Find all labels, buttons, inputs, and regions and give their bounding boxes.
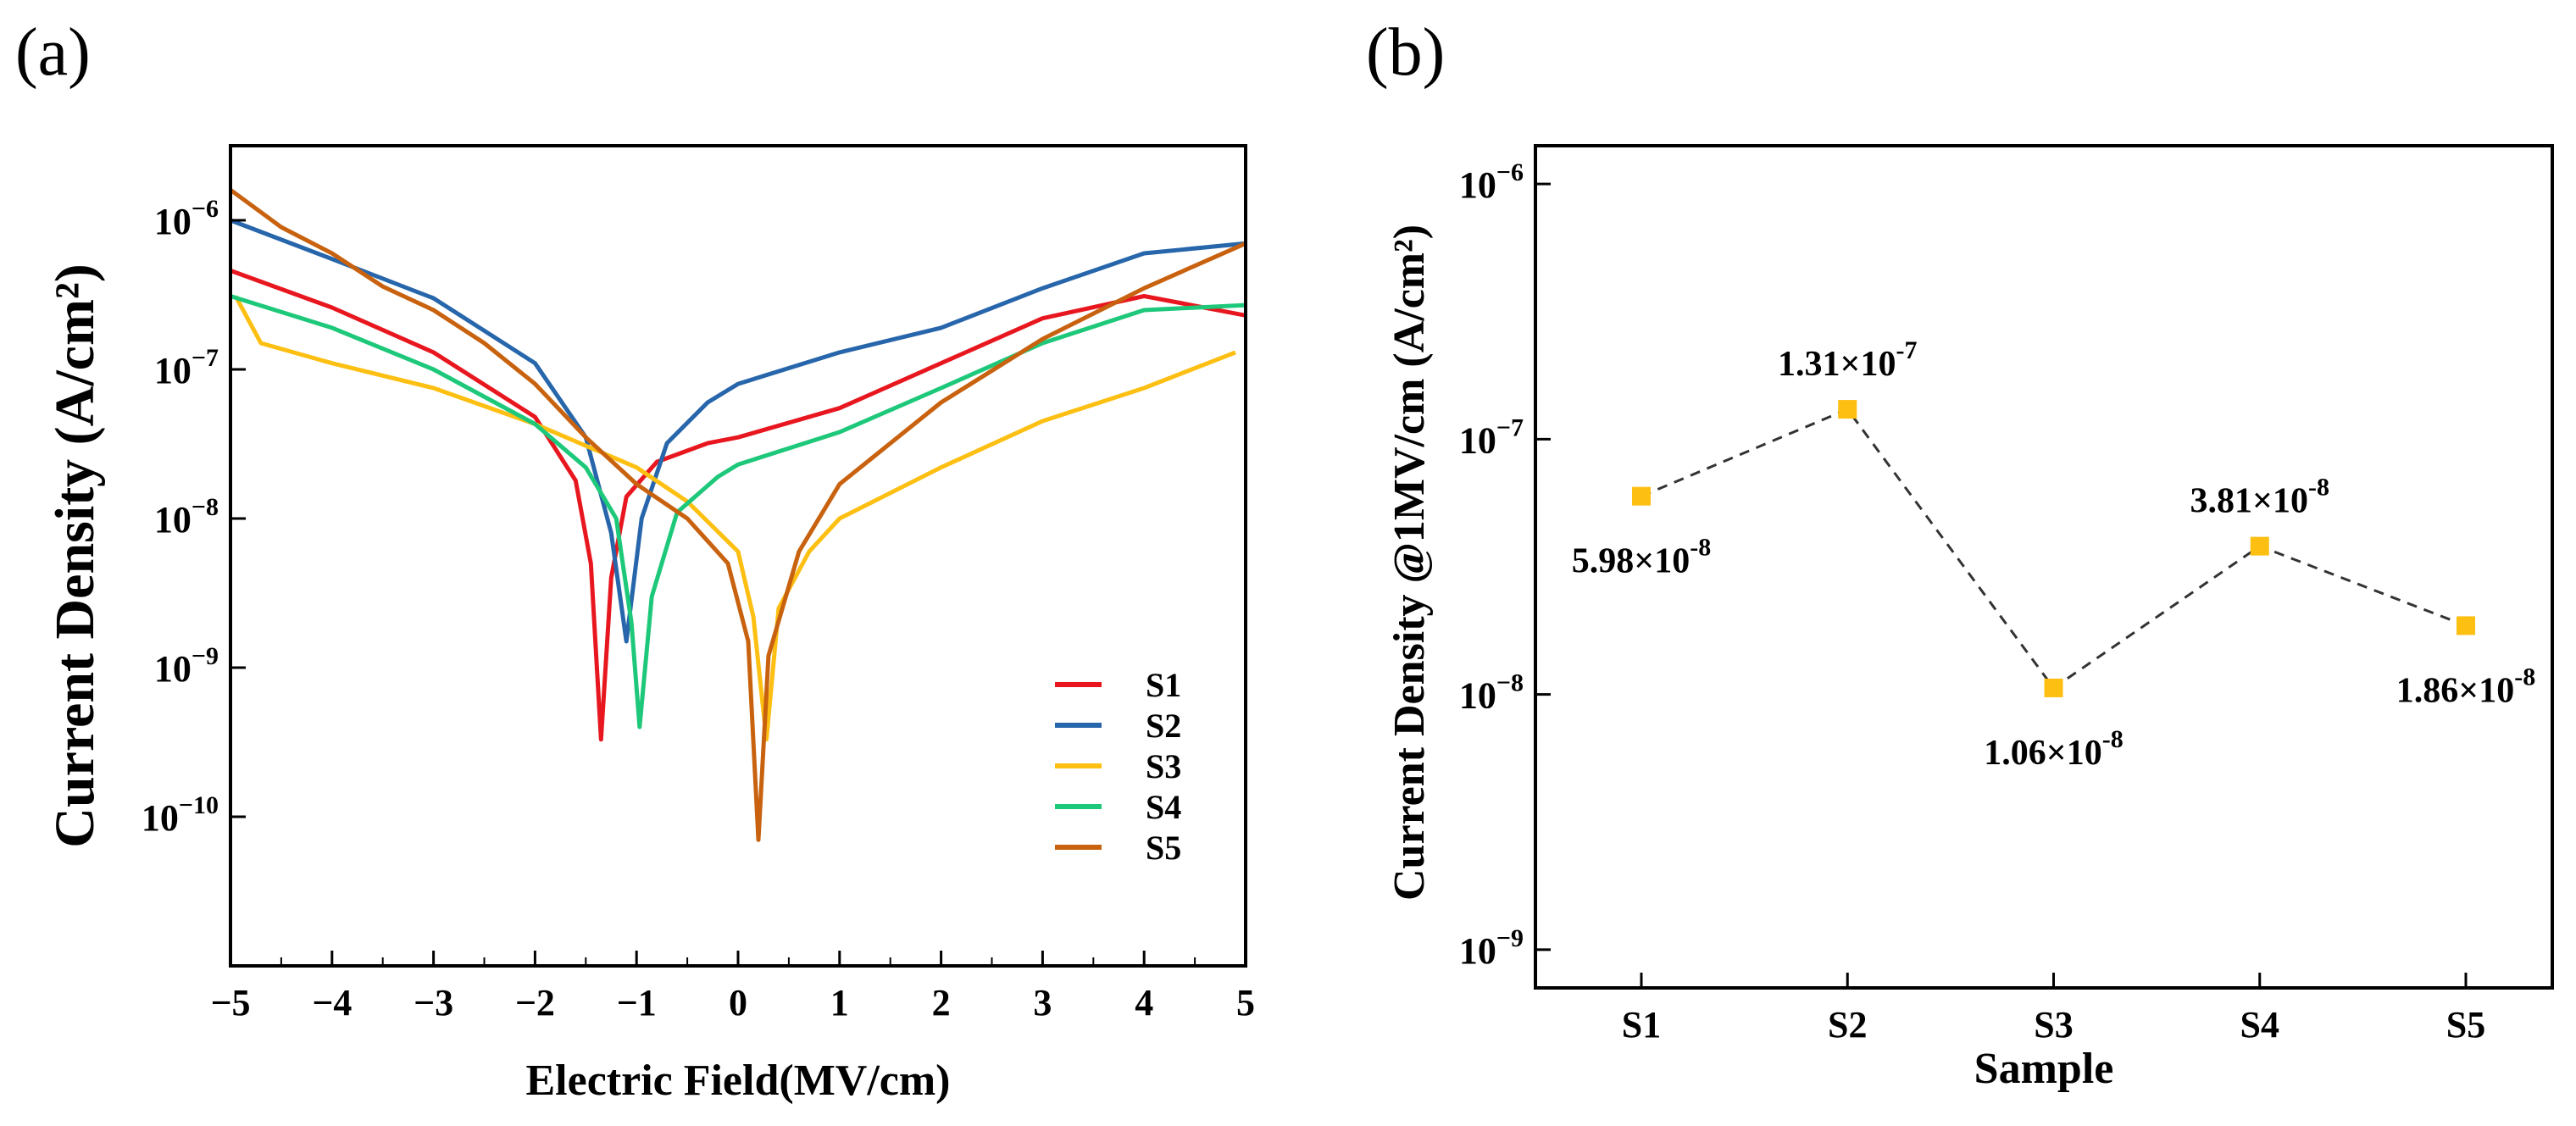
panel-a-plot-area bbox=[229, 188, 1247, 842]
data-label-S5: 1.86×10-8 bbox=[2396, 663, 2535, 710]
panel-a-label: (a) bbox=[15, 15, 91, 90]
legend-label-S4: S4 bbox=[1146, 788, 1181, 826]
data-point-S5 bbox=[2457, 616, 2475, 635]
legend-label-S3: S3 bbox=[1146, 747, 1181, 785]
panel-b-y-axis-title: Current Density @1MV/cm (A/cm²) bbox=[1385, 225, 1434, 901]
panel-a-y-ticks: 10−6 10−7 10−8 10−9 10−10 bbox=[142, 195, 246, 839]
panel-b-y-ticks: 10−6 10−7 10−8 10−9 bbox=[1459, 158, 1551, 972]
x-tick-label: 2 bbox=[932, 982, 951, 1023]
y-tick-label: 10−9 bbox=[154, 642, 219, 690]
series-line-S5 bbox=[229, 188, 1247, 842]
x-tick-label: S2 bbox=[1828, 1004, 1867, 1046]
y-tick-label: 10−6 bbox=[1459, 158, 1524, 206]
series-line-S1 bbox=[230, 269, 1246, 742]
legend-label-S5: S5 bbox=[1146, 829, 1181, 867]
x-tick-label: 5 bbox=[1236, 982, 1255, 1023]
panel-a-x-ticks: −5 −4 −3 −2 −1 0 1 2 3 4 5 bbox=[210, 951, 1255, 1023]
x-tick-label: 0 bbox=[729, 982, 747, 1023]
panel-b-x-axis-title: Sample bbox=[1974, 1045, 2114, 1093]
x-tick-label: 4 bbox=[1135, 982, 1153, 1023]
x-tick-label: S1 bbox=[1622, 1004, 1661, 1046]
data-label-S3: 1.06×10-8 bbox=[1984, 725, 2123, 773]
x-tick-label: S3 bbox=[2034, 1004, 2073, 1046]
x-tick-label: −4 bbox=[312, 982, 352, 1023]
y-tick-label: 10−8 bbox=[1459, 669, 1524, 717]
panel-b-frame bbox=[1534, 144, 2554, 990]
panel-b-x-ticks: S1 S2 S3 S4 S5 bbox=[1622, 973, 2485, 1046]
panel-a-x-axis-title: Electric Field(MV/cm) bbox=[526, 1057, 951, 1105]
y-tick-label: 10−8 bbox=[154, 493, 219, 541]
y-tick-label: 10−6 bbox=[154, 195, 219, 242]
legend-label-S2: S2 bbox=[1146, 707, 1181, 745]
y-tick-label: 10−10 bbox=[142, 791, 219, 839]
panel-a: (a) −5 −4 −3 −2 −1 0 1 2 3 4 5 10−610−710−810−910−… bbox=[15, 15, 1255, 1105]
panel-b: (b) 5.98×10-8 1.31×10-7 1.06×10-8 3.81×10-8… bbox=[1366, 15, 2554, 1093]
x-tick-label: 3 bbox=[1033, 982, 1052, 1023]
legend-label-S1: S1 bbox=[1146, 666, 1181, 704]
y-tick-label: 10−9 bbox=[1459, 924, 1524, 972]
panel-b-label: (b) bbox=[1366, 15, 1445, 90]
y-tick-label: 10−7 bbox=[154, 344, 219, 391]
x-tick-label: −5 bbox=[210, 982, 250, 1023]
panel-b-plot-area: 5.98×10-8 1.31×10-7 1.06×10-8 3.81×10-8 1.86… bbox=[1572, 336, 2535, 773]
series-line-S4 bbox=[230, 294, 1246, 729]
x-tick-label: −3 bbox=[414, 982, 453, 1023]
x-tick-label: 1 bbox=[830, 982, 849, 1023]
y-tick-label: 10−7 bbox=[1459, 413, 1524, 461]
panel-a-y-axis-title: Current Density (A/cm²) bbox=[44, 263, 106, 847]
data-label-S4: 3.81×10-8 bbox=[2190, 474, 2329, 521]
data-label-S2: 1.31×10-7 bbox=[1778, 336, 1917, 384]
x-tick-label: −1 bbox=[617, 982, 657, 1023]
x-tick-label: S5 bbox=[2446, 1004, 2485, 1046]
data-label-S1: 5.98×10-8 bbox=[1572, 534, 1711, 581]
x-tick-label: S4 bbox=[2240, 1004, 2279, 1046]
data-point-S1 bbox=[1632, 486, 1651, 506]
series-line-S3 bbox=[233, 295, 1236, 742]
data-point-S4 bbox=[2250, 536, 2269, 556]
data-point-S2 bbox=[1838, 400, 1857, 419]
series-line-S2 bbox=[230, 218, 1246, 644]
x-tick-label: −2 bbox=[515, 982, 555, 1023]
dashed-connector-line bbox=[1641, 408, 2467, 691]
data-point-S3 bbox=[2044, 678, 2063, 697]
